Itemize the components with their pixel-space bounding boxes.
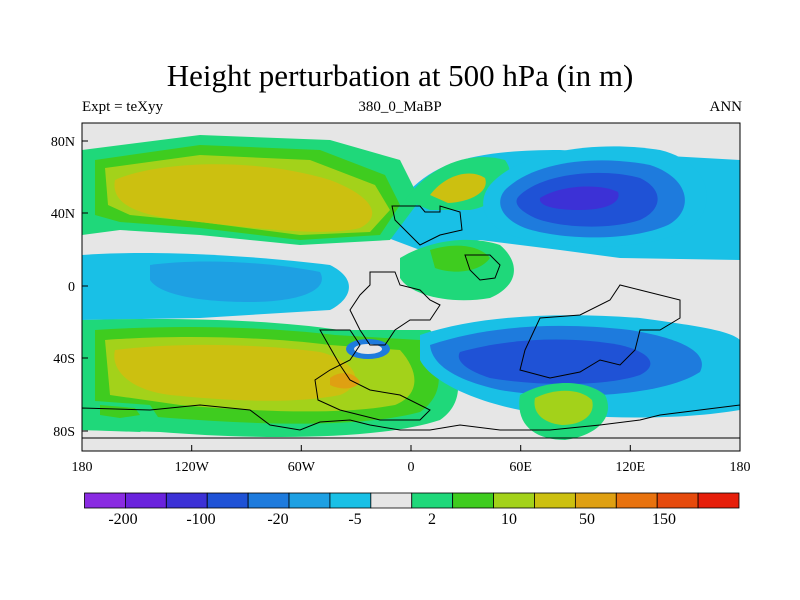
colorbar-box (84, 492, 126, 509)
experiment-label: Expt = teXyy (82, 99, 163, 115)
colorbar-box (493, 492, 535, 509)
x-tick-label: 60E (509, 460, 532, 475)
colorbar-label: 2 (428, 511, 436, 528)
colorbar-label: -100 (186, 511, 215, 528)
colorbar-box (165, 492, 208, 509)
y-tick-label: 40S (53, 352, 75, 367)
colorbar-box (247, 492, 290, 509)
colorbar-box (656, 492, 699, 509)
colorbar-label: 10 (501, 511, 517, 528)
field-northeast-yellow (430, 173, 486, 203)
colorbar-box (370, 492, 413, 509)
x-axis: 180 120W 60W 0 60E 120E 180 (72, 445, 751, 475)
x-tick-label: 120E (616, 460, 646, 475)
season-label: ANN (709, 99, 743, 115)
colorbar-label: -20 (267, 511, 288, 528)
coastlines (82, 205, 740, 439)
y-tick-label: 40N (51, 207, 75, 222)
colorbar-box (534, 492, 576, 509)
colorbar-box (411, 492, 454, 509)
field-south-olive (114, 344, 356, 401)
colorbar-labels: -200 -100 -20 -5 2 10 50 150 (108, 511, 676, 528)
x-tick-label: 120W (175, 460, 210, 475)
colorbar-box (452, 492, 494, 509)
field-tropic-lightgreen (430, 245, 490, 272)
y-tick-label: 80S (53, 425, 75, 440)
field-north-olive (114, 164, 373, 232)
x-tick-label: 60W (288, 460, 316, 475)
time-label: 380_0_MaBP (358, 99, 442, 115)
field-asia-indigo (539, 186, 619, 210)
field-southeast-darkblue (458, 339, 651, 384)
field-ring-white (354, 344, 382, 354)
field-farsouth-lightgreen (100, 405, 140, 418)
colorbar-box (615, 492, 658, 509)
colorbar-box (206, 492, 249, 509)
colorbar-label: -200 (108, 511, 137, 528)
x-tick-label: 0 (408, 460, 415, 475)
colorbar-label: 50 (579, 511, 595, 528)
colorbar-box (288, 492, 331, 509)
field-southpole-yellow (534, 390, 593, 425)
field-tropic-lightblue (150, 261, 322, 302)
y-axis: 80N 40N 0 40S 80S (51, 135, 88, 440)
colorbar-label: -5 (348, 511, 361, 528)
contour-field (82, 123, 740, 451)
map-title: Height perturbation at 500 hPa (in m) (166, 58, 634, 93)
x-tick-label: 180 (730, 460, 751, 475)
colorbar-label: 150 (652, 511, 676, 528)
y-tick-label: 0 (68, 280, 75, 295)
x-tick-label: 180 (72, 460, 93, 475)
y-tick-label: 80N (51, 135, 75, 150)
colorbar-box (329, 492, 372, 509)
colorbar (84, 492, 740, 509)
colorbar-box (574, 492, 617, 509)
colorbar-box (125, 492, 167, 509)
field-south-orange (330, 373, 360, 389)
colorbar-box (697, 492, 740, 509)
